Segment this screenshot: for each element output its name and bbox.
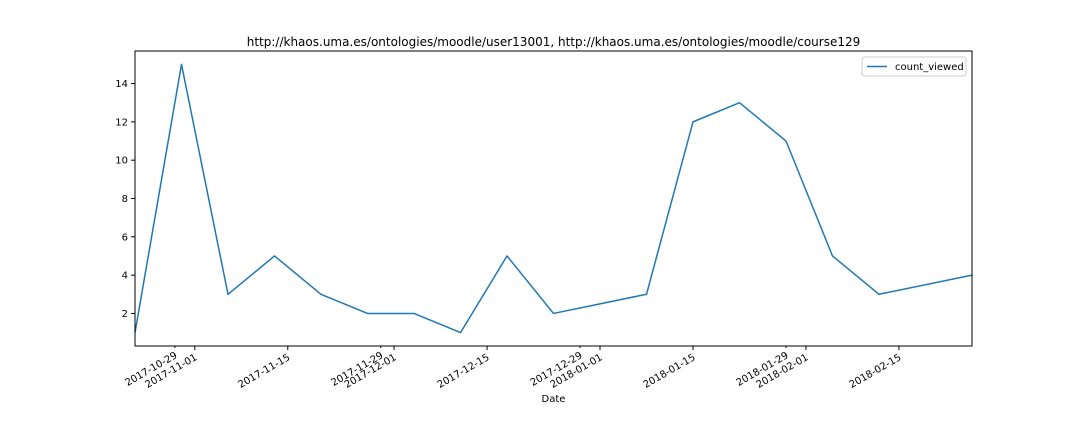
y-tick-label: 4	[122, 271, 128, 282]
plot-frame	[134, 50, 973, 347]
y-axis: 2 4 6 8 10 12 14	[115, 79, 135, 320]
legend-label: count_viewed	[895, 62, 964, 73]
y-tick-label: 12	[115, 117, 128, 128]
x-major-tick-label: 2017-11-15	[236, 352, 292, 391]
x-axis: 2017-10-29 2017-11-29 2017-12-29 2018-01-29…	[124, 346, 904, 391]
chart-title: http://khaos.uma.es/ontologies/moodle/us…	[247, 35, 861, 49]
plot-marks	[134, 63, 973, 334]
x-major-tick-label: 2018-01-15	[642, 352, 698, 391]
x-axis-label: Date	[542, 394, 566, 405]
legend-box	[861, 56, 967, 77]
x-major-tick-label: 2018-02-15	[848, 352, 904, 391]
y-tick-label: 10	[115, 156, 128, 167]
series-line-0	[134, 63, 973, 334]
legend: count_viewed	[861, 56, 967, 77]
y-tick-label: 6	[122, 232, 128, 243]
y-tick-label: 14	[115, 79, 128, 90]
x-major-tick-label: 2017-12-15	[436, 352, 492, 391]
y-tick-label: 8	[122, 194, 128, 205]
y-tick-label: 2	[122, 309, 128, 320]
